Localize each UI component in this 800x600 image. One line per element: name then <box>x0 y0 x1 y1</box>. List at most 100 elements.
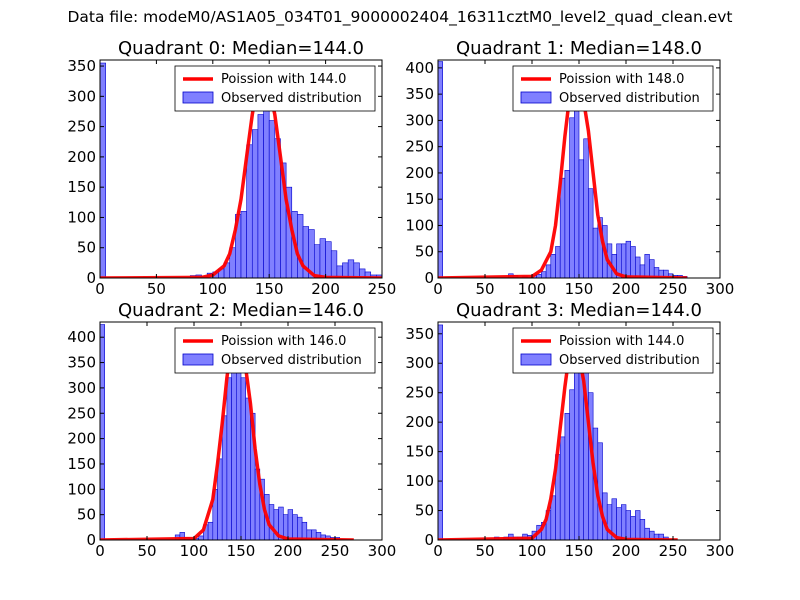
histogram-bar <box>592 227 599 278</box>
figure-title: Data file: modeM0/AS1A05_034T01_90000024… <box>67 8 733 26</box>
histogram-bar <box>438 324 443 540</box>
histogram-bar <box>297 214 304 278</box>
x-tick-label: 200 <box>612 280 641 298</box>
histogram-bar <box>226 377 232 540</box>
histogram-bar <box>649 259 655 278</box>
histogram-bar <box>583 138 589 278</box>
x-tick-label: 50 <box>137 542 156 560</box>
histogram-bar <box>616 507 622 540</box>
y-tick-label: 0 <box>424 269 434 287</box>
legend: Poission with 144.0 Observed distribution <box>512 327 714 374</box>
y-tick-label: 150 <box>67 455 96 473</box>
histogram-bar <box>639 519 646 540</box>
histogram-bar <box>644 254 650 278</box>
y-tick-label: 350 <box>67 57 96 75</box>
histogram-bar <box>353 262 360 278</box>
y-tick-label: 0 <box>424 531 434 549</box>
y-tick-label: 150 <box>405 190 434 208</box>
y-tick-label: 400 <box>67 328 96 346</box>
legend-line-label: Poission with 144.0 <box>221 72 346 87</box>
legend-bar-swatch <box>182 91 214 104</box>
histogram-bar <box>620 504 627 540</box>
histogram-bar <box>564 170 570 278</box>
histogram-bar <box>301 521 308 540</box>
histogram-bar <box>198 535 204 540</box>
x-tick-label: 100 <box>198 280 227 298</box>
x-tick-label: 100 <box>180 542 209 560</box>
y-tick-label: 0 <box>86 269 96 287</box>
y-tick-label: 50 <box>415 502 434 520</box>
y-tick-label: 200 <box>67 430 96 448</box>
histogram-bar <box>251 129 259 278</box>
legend-bar-label: Observed distribution <box>559 353 700 368</box>
x-tick-label: 0 <box>95 280 105 298</box>
legend-bar-swatch <box>182 353 214 366</box>
y-tick-label: 150 <box>405 443 434 461</box>
y-tick-label: 100 <box>67 480 96 498</box>
y-tick-label: 100 <box>405 472 434 490</box>
histogram-bar <box>559 177 566 278</box>
y-tick-label: 100 <box>405 216 434 234</box>
legend-line-label: Poission with 148.0 <box>559 72 684 87</box>
histogram-bar <box>100 62 106 278</box>
y-tick-label: 400 <box>405 59 434 77</box>
x-tick-label: 100 <box>518 280 547 298</box>
x-tick-label: 250 <box>659 542 688 560</box>
x-tick-label: 100 <box>518 542 547 560</box>
legend: Poission with 146.0 Observed distribution <box>174 327 376 374</box>
legend-bar-label: Observed distribution <box>221 353 362 368</box>
histogram-bar <box>342 262 349 278</box>
x-tick-label: 300 <box>368 542 397 560</box>
y-tick-label: 300 <box>67 87 96 105</box>
legend-box <box>512 327 714 374</box>
legend-bar-swatch <box>520 91 552 104</box>
y-tick-label: 200 <box>405 413 434 431</box>
x-tick-label: 200 <box>311 280 340 298</box>
histogram-bar <box>578 159 584 278</box>
histogram-bar <box>257 114 264 278</box>
histogram-bar <box>541 271 547 278</box>
histogram-bar <box>564 413 570 540</box>
x-tick-label: 50 <box>475 280 494 298</box>
y-tick-label: 100 <box>67 208 96 226</box>
histogram-bar <box>588 188 594 278</box>
y-tick-label: 50 <box>77 506 96 524</box>
histogram-bar <box>240 211 247 278</box>
legend-box <box>174 65 376 112</box>
x-tick-label: 300 <box>706 542 735 560</box>
quadrant-0-plot: Quadrant 0: Median=144.0 0 50 100 150 200 250 0… <box>67 38 396 298</box>
x-tick-label: 0 <box>433 542 443 560</box>
histogram-bar <box>268 120 276 278</box>
x-tick-label: 150 <box>255 280 284 298</box>
legend: Poission with 148.0 Observed distribution <box>512 65 714 112</box>
histogram-bar <box>325 241 332 278</box>
legend-box <box>512 65 714 112</box>
histogram-bar <box>545 264 552 278</box>
histogram-bar <box>569 117 575 278</box>
quadrant-2-title: Quadrant 2: Median=146.0 <box>118 300 364 321</box>
y-tick-label: 50 <box>415 243 434 261</box>
legend-bar-label: Observed distribution <box>221 91 362 106</box>
y-tick-label: 250 <box>67 118 96 136</box>
legend: Poission with 144.0 Observed distribution <box>174 65 376 112</box>
legend-bar-label: Observed distribution <box>559 91 700 106</box>
histogram-bar <box>625 240 631 278</box>
quadrant-1-plot: Quadrant 1: Median=148.0 0 50 100 150 200 250 3… <box>405 38 734 298</box>
legend-box <box>174 327 376 374</box>
quadrant-0-title: Quadrant 0: Median=144.0 <box>118 38 364 59</box>
y-tick-label: 350 <box>67 354 96 372</box>
histogram-bar <box>246 144 253 278</box>
histogram-bar <box>559 436 566 540</box>
histogram-bar <box>100 324 105 540</box>
quadrant-1-title: Quadrant 1: Median=148.0 <box>456 38 702 59</box>
y-tick-label: 250 <box>67 404 96 422</box>
histogram-bar <box>438 61 443 278</box>
histogram-bar <box>319 238 326 278</box>
y-tick-label: 200 <box>67 148 96 166</box>
histogram-bar <box>231 362 237 540</box>
histogram-bar <box>555 246 561 278</box>
histogram-bar <box>245 397 251 540</box>
histogram-bar <box>635 256 641 278</box>
x-tick-label: 0 <box>95 542 105 560</box>
